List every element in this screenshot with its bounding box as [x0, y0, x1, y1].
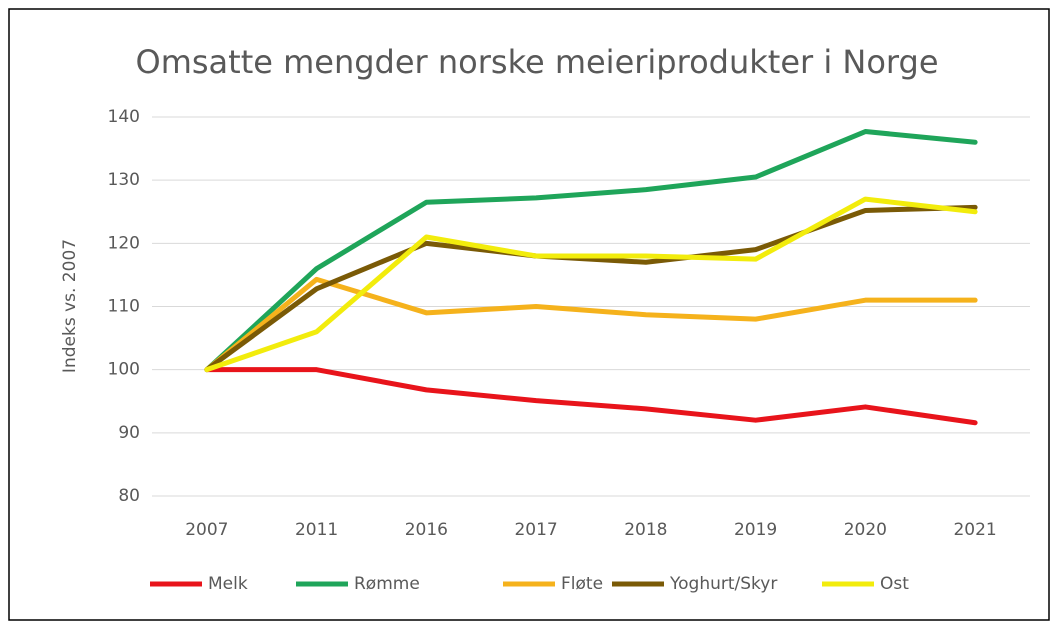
y-tick-label: 80	[118, 486, 140, 506]
chart-frame	[8, 8, 1050, 621]
series-line	[204, 196, 978, 373]
legend-label: Rømme	[354, 574, 420, 594]
x-tick-label: 2017	[514, 520, 557, 540]
y-tick-label: 120	[108, 233, 140, 253]
series-line	[204, 204, 978, 373]
x-tick-label: 2020	[844, 520, 887, 540]
legend-label: Yoghurt/Skyr	[669, 574, 777, 594]
y-axis-label: Indeks vs. 2007	[60, 239, 80, 373]
x-tick-label: 2011	[295, 520, 338, 540]
legend-label: Fløte	[561, 574, 603, 594]
y-tick-label: 90	[118, 423, 140, 443]
chart-title: Omsatte mengder norske meieriprodukter i…	[136, 43, 939, 81]
series-line	[204, 276, 978, 373]
y-tick-label: 100	[108, 360, 140, 380]
y-tick-label: 130	[108, 170, 140, 190]
legend-label: Melk	[208, 574, 248, 594]
series-line	[204, 129, 978, 373]
y-tick-label: 140	[108, 107, 140, 127]
x-tick-label: 2019	[734, 520, 777, 540]
y-tick-label: 110	[108, 297, 140, 317]
x-tick-label: 2021	[953, 520, 996, 540]
series-line	[204, 367, 978, 426]
x-tick-label: 2007	[185, 520, 228, 540]
x-tick-label: 2016	[405, 520, 448, 540]
legend-label: Ost	[880, 574, 909, 594]
x-tick-label: 2018	[624, 520, 667, 540]
